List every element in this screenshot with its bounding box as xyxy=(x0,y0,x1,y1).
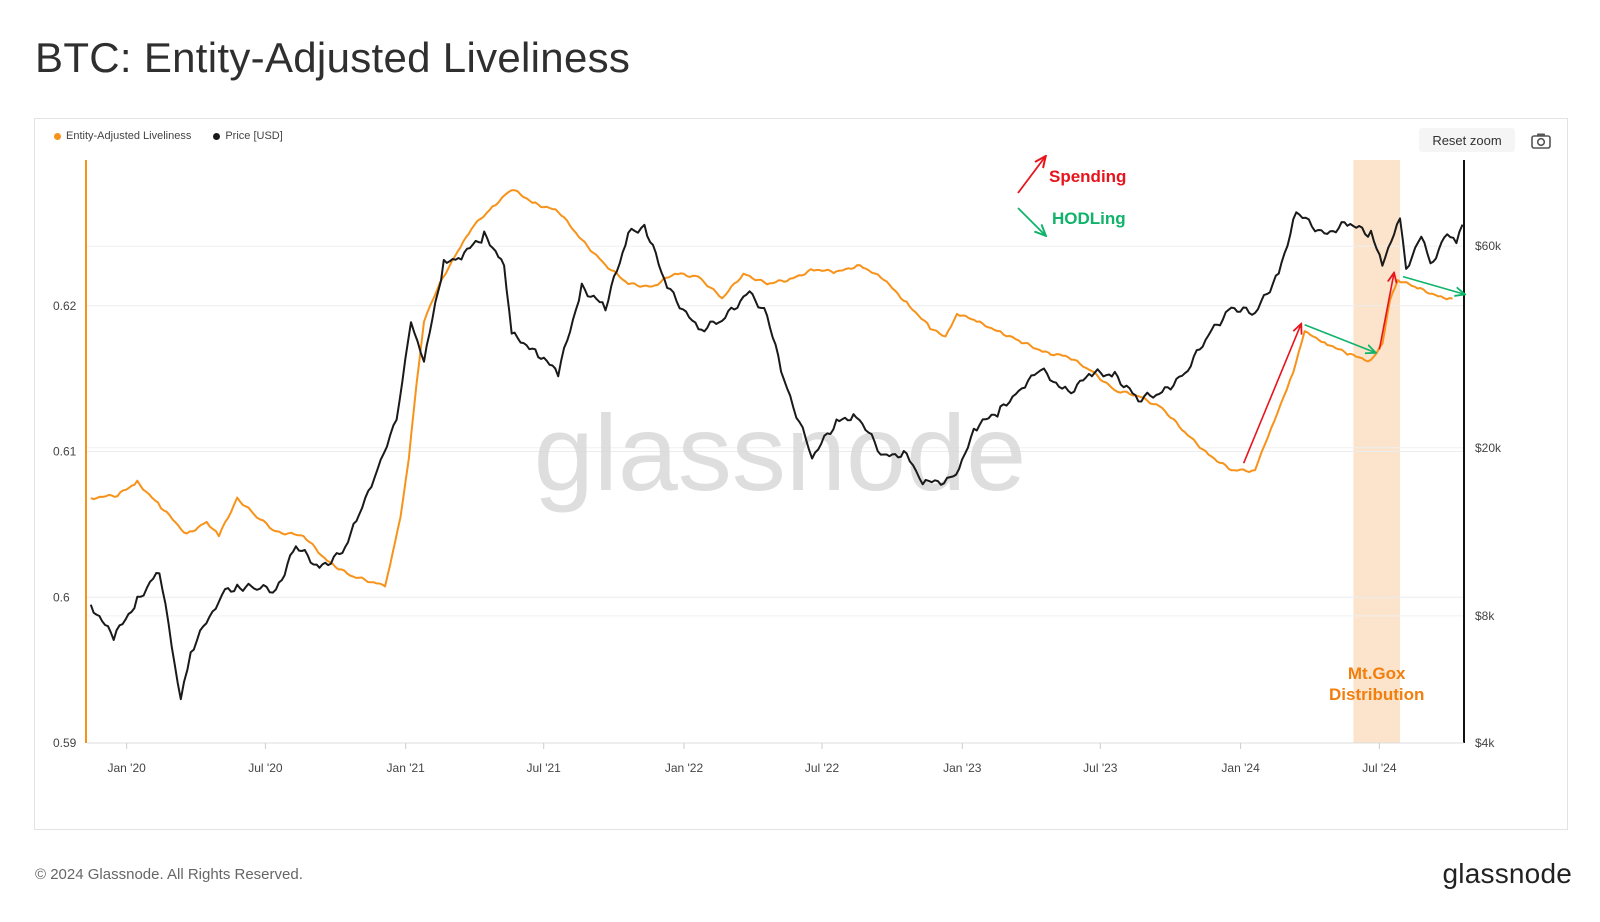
grid-group xyxy=(87,245,1464,744)
highlight-band-label: Distribution xyxy=(1329,685,1424,704)
liveliness-line xyxy=(90,189,1453,588)
trend-arrow xyxy=(1242,325,1301,464)
page-title: BTC: Entity-Adjusted Liveliness xyxy=(35,34,631,81)
y-right-tick-label: $20k xyxy=(1475,441,1502,455)
legend-item-price[interactable]: Price [USD] xyxy=(213,130,283,142)
trend-arrow xyxy=(1402,275,1464,294)
hodling-arrow-icon xyxy=(1017,207,1045,235)
legend-label-liveliness: Entity-Adjusted Liveliness xyxy=(66,130,192,142)
legend-label-price: Price [USD] xyxy=(225,130,283,142)
camera-icon[interactable] xyxy=(1530,132,1552,150)
trend-arrows-group xyxy=(1242,274,1464,464)
copyright-text: © 2024 Glassnode. All Rights Reserved. xyxy=(35,866,303,883)
x-tick-label: Jan '20 xyxy=(107,761,146,775)
y-left-tick-label: 0.62 xyxy=(53,299,77,313)
price-line xyxy=(89,211,1464,701)
legend-dot-liveliness xyxy=(54,132,61,140)
y-right-tick-label: $4k xyxy=(1475,736,1495,750)
x-tick-label: Jul '22 xyxy=(805,761,840,775)
legend: Entity-Adjusted Liveliness Price [USD] xyxy=(54,130,283,142)
spending-label: Spending xyxy=(1049,167,1126,186)
trend-arrow xyxy=(1378,274,1393,350)
series-lines-group xyxy=(89,189,1464,701)
legend-dot-price xyxy=(213,132,221,140)
x-tick-label: Jul '24 xyxy=(1362,761,1397,775)
y-right-tick-label: $60k xyxy=(1475,239,1502,253)
y-left-tick-label: 0.6 xyxy=(53,590,70,604)
y-right-tick-label: $8k xyxy=(1475,609,1495,623)
spending-arrow-icon xyxy=(1017,157,1045,194)
reset-zoom-button[interactable]: Reset zoom xyxy=(1419,128,1515,152)
trend-arrow xyxy=(1304,323,1375,353)
x-tick-label: Jul '21 xyxy=(527,761,562,775)
x-tick-label: Jan '24 xyxy=(1221,761,1260,775)
axes-group: 0.59 0.6 0.61 0.62 $4k $8k $20k $60k Jan '20 Jul … xyxy=(53,160,1502,775)
chart-frame xyxy=(34,118,1568,830)
y-left-tick-label: 0.59 xyxy=(53,736,77,750)
hodling-label: HODLing xyxy=(1052,209,1126,228)
x-tick-label: Jul '23 xyxy=(1083,761,1118,775)
x-tick-label: Jan '23 xyxy=(943,761,982,775)
watermark: glassnode xyxy=(534,392,1026,513)
annotations-group: Spending HODLing Mt.Gox Distribution xyxy=(1017,157,1424,704)
x-tick-label: Jul '20 xyxy=(248,761,283,775)
legend-item-liveliness[interactable]: Entity-Adjusted Liveliness xyxy=(54,130,191,142)
y-left-tick-label: 0.61 xyxy=(53,445,77,459)
x-tick-label: Jan '21 xyxy=(387,761,426,775)
footer-logo: glassnode xyxy=(1442,858,1572,889)
highlight-band-label: Mt.Gox xyxy=(1348,664,1406,683)
x-tick-label: Jan '22 xyxy=(665,761,704,775)
